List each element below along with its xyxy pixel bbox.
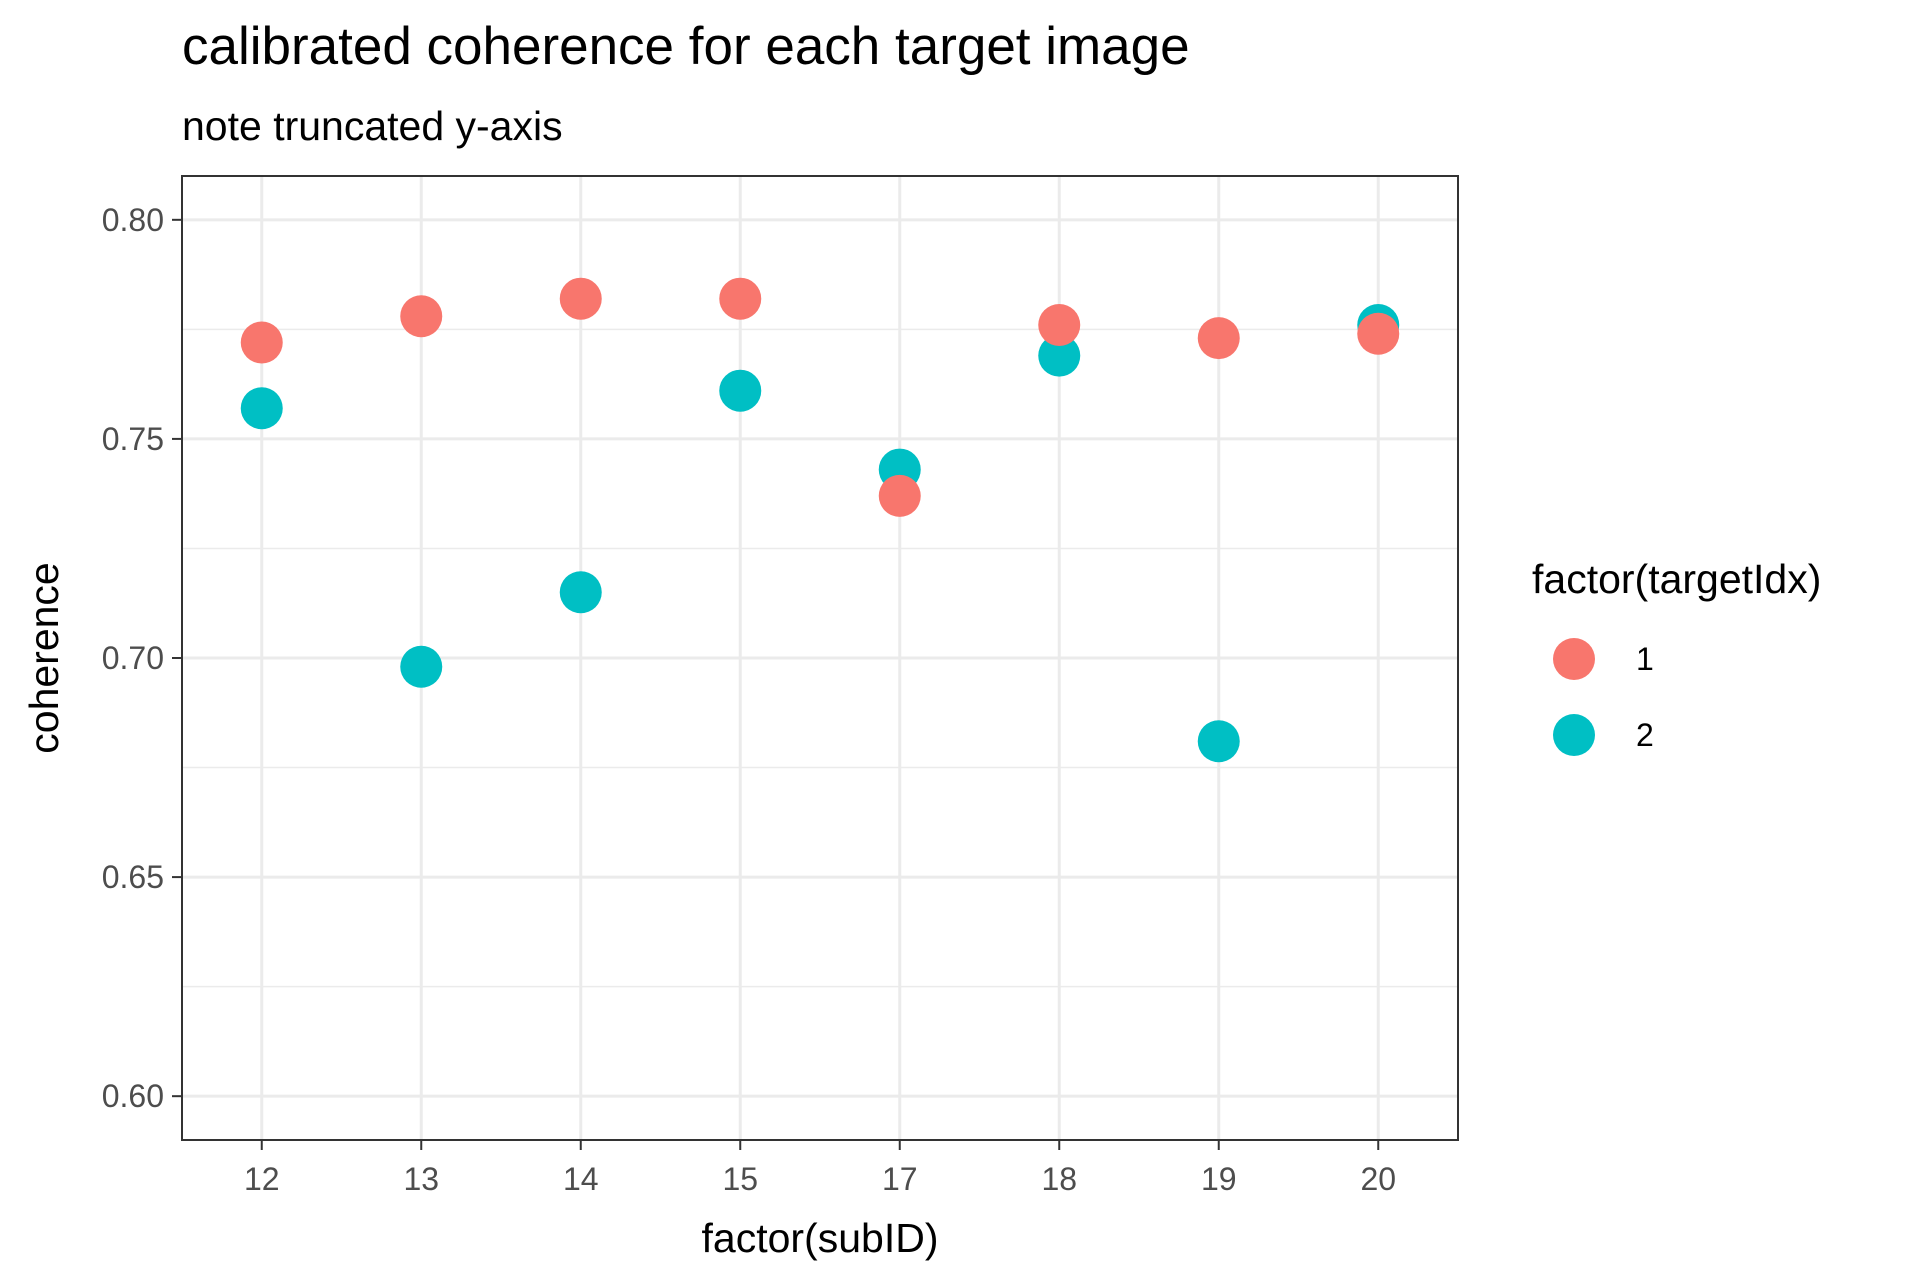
x-tick-label: 14 xyxy=(563,1161,599,1197)
x-tick-label: 13 xyxy=(403,1161,439,1197)
y-axis: 0.60 0.65 0.70 0.75 0.80 xyxy=(102,202,182,1114)
x-tick-label: 15 xyxy=(722,1161,758,1197)
data-point-series-2 xyxy=(400,645,443,688)
chart-title: calibrated coherence for each target ima… xyxy=(182,17,1190,76)
data-point-series-1 xyxy=(1038,303,1081,346)
legend-items: 12 xyxy=(1553,638,1654,756)
data-point-series-2 xyxy=(1197,720,1240,763)
x-axis-title: factor(subID) xyxy=(702,1215,939,1261)
data-point-series-2 xyxy=(1038,334,1081,377)
chart-subtitle: note truncated y-axis xyxy=(182,103,563,149)
data-point-series-1 xyxy=(1197,317,1240,360)
y-tick-label: 0.75 xyxy=(102,421,164,457)
x-tick-label: 17 xyxy=(882,1161,918,1197)
y-tick-label: 0.65 xyxy=(102,859,164,895)
y-tick-label: 0.60 xyxy=(102,1078,164,1114)
data-point-series-1 xyxy=(878,474,921,517)
data-points xyxy=(240,277,1400,763)
minor-gridlines xyxy=(182,328,1458,988)
legend-label-series-2: 2 xyxy=(1636,717,1654,753)
data-point-series-1 xyxy=(719,277,762,320)
legend-key-series-1 xyxy=(1553,638,1595,680)
y-tick-label: 0.80 xyxy=(102,202,164,238)
data-point-series-1 xyxy=(559,277,602,320)
legend-label-series-1: 1 xyxy=(1636,641,1654,677)
data-point-series-1 xyxy=(1357,312,1400,355)
data-point-series-2 xyxy=(559,571,602,614)
x-tick-label: 18 xyxy=(1041,1161,1077,1197)
legend-title: factor(targetIdx) xyxy=(1532,556,1821,602)
y-tick-label: 0.70 xyxy=(102,640,164,676)
legend-key-series-2 xyxy=(1553,714,1595,756)
major-gridlines xyxy=(182,176,1458,1140)
x-axis: 12 13 14 15 17 18 19 20 xyxy=(244,1140,1396,1197)
data-point-series-2 xyxy=(240,387,283,430)
x-tick-label: 12 xyxy=(244,1161,280,1197)
data-point-series-2 xyxy=(719,369,762,412)
legend: factor(targetIdx) 12 xyxy=(1532,556,1821,756)
data-point-series-1 xyxy=(240,321,283,364)
x-tick-label: 20 xyxy=(1360,1161,1396,1197)
data-point-series-1 xyxy=(400,295,443,338)
x-tick-label: 19 xyxy=(1201,1161,1237,1197)
y-axis-title: coherence xyxy=(21,562,67,753)
